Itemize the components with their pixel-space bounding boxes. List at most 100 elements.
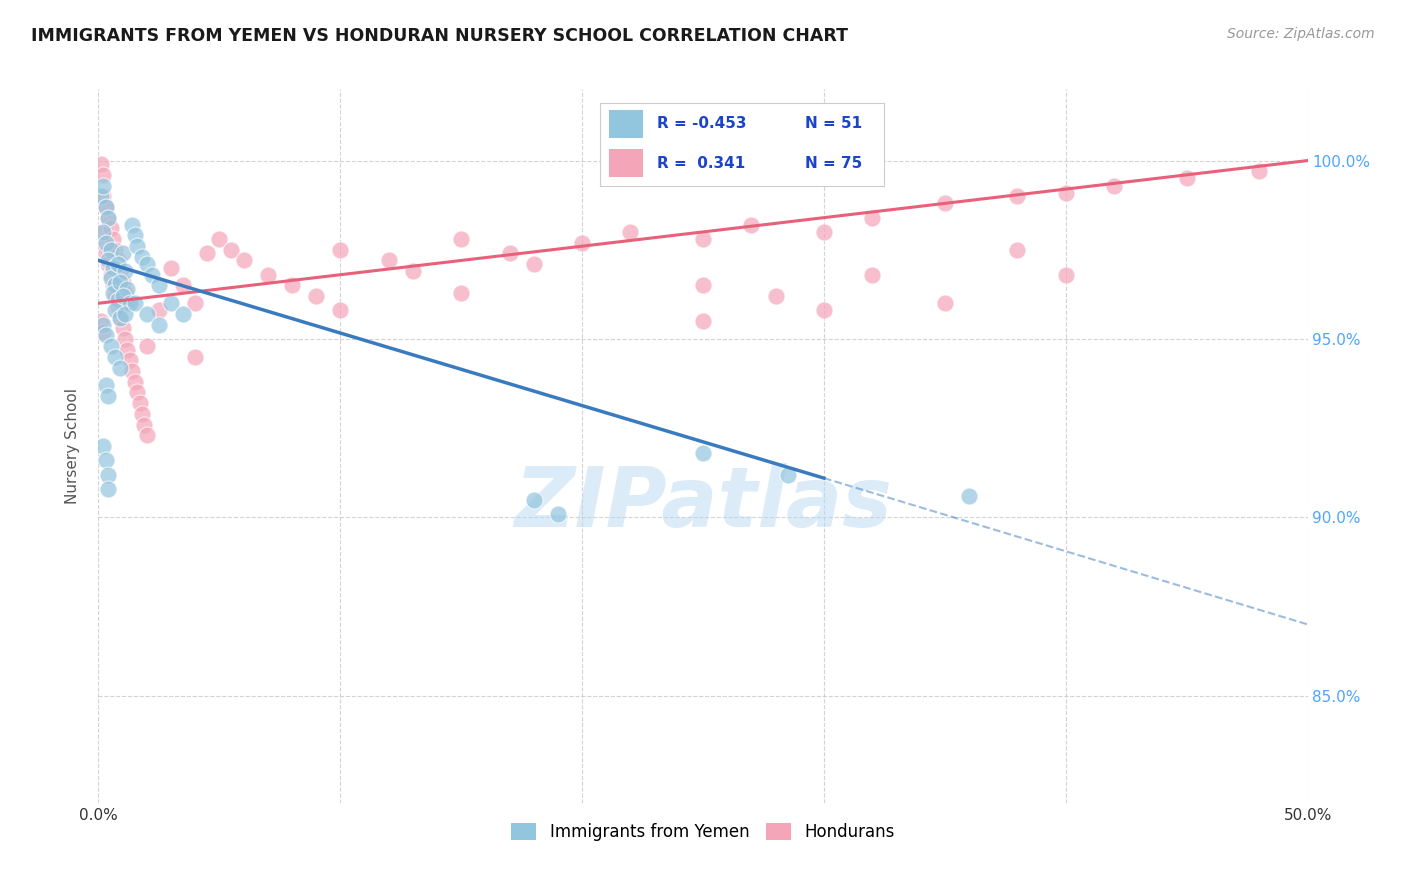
Point: [91, 318, 114, 332]
Point: [101, 285, 124, 300]
Point: [124, 296, 146, 310]
Point: [108, 310, 131, 325]
Point: [127, 239, 149, 253]
Point: [97, 467, 120, 482]
Point: [94, 378, 117, 392]
Text: IMMIGRANTS FROM YEMEN VS HONDURAN NURSERY SCHOOL CORRELATION CHART: IMMIGRANTS FROM YEMEN VS HONDURAN NURSER…: [31, 27, 848, 45]
Point: [117, 296, 139, 310]
Point: [111, 246, 134, 260]
Point: [141, 268, 163, 282]
Point: [692, 232, 714, 246]
Point: [1054, 186, 1077, 200]
Point: [90, 225, 112, 239]
Point: [957, 489, 980, 503]
Point: [450, 232, 472, 246]
Point: [305, 289, 328, 303]
Point: [101, 260, 124, 275]
Point: [813, 303, 835, 318]
Point: [107, 293, 129, 307]
Point: [1249, 164, 1271, 178]
Y-axis label: Nursery School: Nursery School: [65, 388, 80, 504]
Point: [100, 243, 122, 257]
Point: [94, 246, 117, 260]
Point: [128, 396, 150, 410]
Point: [108, 310, 131, 325]
Point: [860, 211, 883, 225]
Point: [329, 303, 352, 318]
Point: [765, 289, 787, 303]
Point: [94, 235, 117, 250]
Point: [776, 467, 799, 482]
Point: [97, 482, 120, 496]
Point: [94, 328, 117, 343]
Point: [108, 360, 131, 375]
Point: [114, 264, 136, 278]
Point: [91, 325, 114, 339]
Point: [934, 296, 956, 310]
Text: ZIPatlas: ZIPatlas: [515, 463, 891, 543]
Point: [104, 350, 127, 364]
Point: [148, 318, 170, 332]
Point: [134, 417, 156, 432]
Legend: Immigrants from Yemen, Hondurans: Immigrants from Yemen, Hondurans: [505, 816, 901, 848]
Point: [104, 303, 127, 318]
Point: [94, 200, 117, 214]
Point: [91, 189, 114, 203]
Point: [97, 211, 120, 225]
Point: [692, 278, 714, 293]
Point: [121, 218, 143, 232]
Point: [114, 285, 136, 300]
Point: [107, 253, 129, 268]
Point: [94, 200, 117, 214]
Point: [100, 339, 122, 353]
Point: [131, 250, 153, 264]
Point: [124, 228, 146, 243]
Point: [111, 321, 134, 335]
Point: [1054, 268, 1077, 282]
Point: [97, 211, 120, 225]
Point: [692, 314, 714, 328]
Point: [108, 275, 131, 289]
Point: [117, 343, 139, 357]
Point: [135, 307, 157, 321]
Point: [124, 375, 146, 389]
Point: [91, 168, 114, 182]
Point: [135, 339, 157, 353]
Point: [232, 253, 254, 268]
Point: [104, 289, 127, 303]
Point: [100, 271, 122, 285]
Point: [111, 289, 134, 303]
Point: [108, 264, 131, 278]
Point: [1007, 243, 1029, 257]
Point: [208, 232, 231, 246]
Point: [121, 364, 143, 378]
Point: [118, 353, 141, 368]
Point: [148, 303, 170, 318]
Point: [107, 300, 129, 314]
Point: [571, 235, 593, 250]
Point: [692, 446, 714, 460]
Point: [131, 407, 153, 421]
Point: [221, 243, 243, 257]
Point: [860, 268, 883, 282]
Point: [281, 278, 304, 293]
Point: [118, 296, 141, 310]
Point: [94, 453, 117, 467]
Point: [740, 218, 762, 232]
Point: [90, 157, 112, 171]
Point: [172, 278, 194, 293]
Point: [148, 278, 170, 293]
Point: [135, 428, 157, 442]
Point: [97, 257, 120, 271]
Point: [160, 260, 183, 275]
Point: [100, 268, 122, 282]
Point: [1175, 171, 1198, 186]
Point: [523, 492, 546, 507]
Point: [114, 332, 136, 346]
Point: [91, 178, 114, 193]
Point: [172, 307, 194, 321]
Point: [934, 196, 956, 211]
Point: [160, 296, 183, 310]
Point: [813, 225, 835, 239]
Point: [184, 350, 207, 364]
